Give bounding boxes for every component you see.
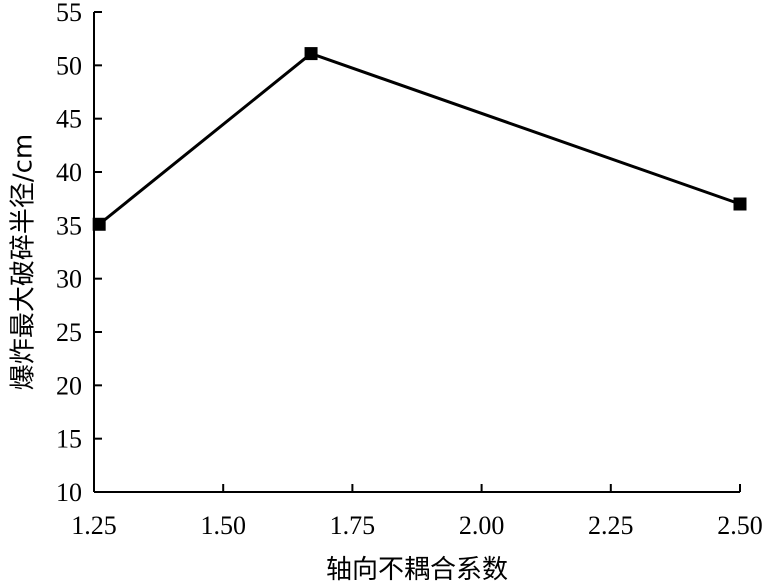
x-axis-title: 轴向不耦合系数	[326, 555, 508, 584]
data-point-marker	[92, 217, 106, 231]
y-tick-label: 30	[56, 265, 82, 294]
y-ticks: 10 15 20 25 30 35 40 45 50 55	[56, 0, 102, 507]
y-tick-label: 25	[56, 318, 82, 347]
series-line	[98, 51, 741, 226]
series	[92, 47, 747, 231]
y-tick-label: 10	[56, 478, 82, 507]
x-tick-label: 1.50	[200, 511, 246, 540]
x-tick-label: 2.00	[459, 511, 505, 540]
x-tick-label: 1.25	[71, 511, 117, 540]
x-tick-label: 1.75	[330, 511, 376, 540]
y-tick-label: 50	[56, 51, 82, 80]
y-tick-label: 35	[56, 211, 82, 240]
y-axis-title: 爆炸最大破碎半径/cm	[9, 134, 39, 390]
y-tick-label: 55	[56, 0, 82, 27]
data-point-marker	[304, 47, 318, 61]
x-tick-label: 2.25	[588, 511, 634, 540]
y-tick-label: 15	[56, 425, 82, 454]
x-tick-label: 2.50	[717, 511, 763, 540]
y-tick-label: 20	[56, 371, 82, 400]
data-point-marker	[733, 197, 747, 211]
x-ticks: 1.25 1.50 1.75 2.00 2.25 2.50	[71, 484, 763, 540]
y-tick-label: 45	[56, 105, 82, 134]
axes	[93, 12, 740, 493]
y-tick-label: 40	[56, 158, 82, 187]
